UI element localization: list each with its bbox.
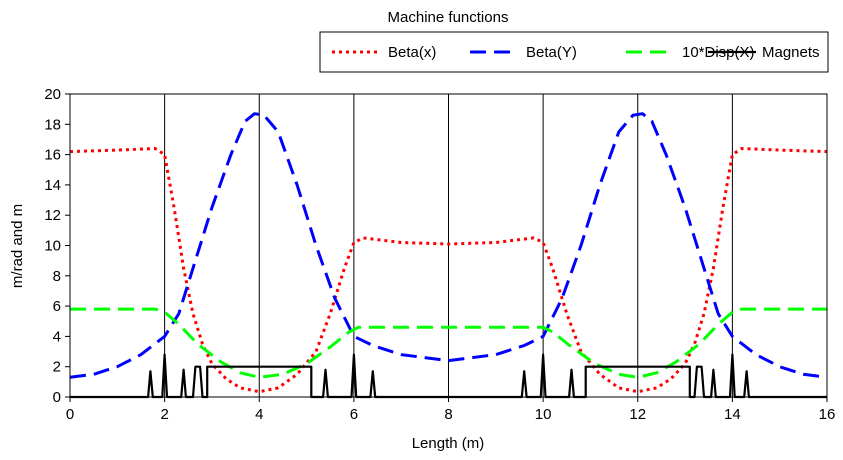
x-axis-label: Length (m) (412, 435, 485, 452)
y-tick-label-6: 12 (44, 207, 61, 224)
legend-label-1: Beta(Y) (526, 44, 577, 61)
y-tick-labels: 0 2 4 6 8 10 12 14 16 18 20 (44, 86, 70, 406)
x-tick-label-5: 10 (535, 406, 552, 423)
series-line-1 (69, 112, 828, 379)
x-tick-label-6: 12 (629, 406, 646, 423)
x-tick-label-1: 2 (160, 406, 168, 423)
legend: Beta(x) Beta(Y) 10*Disp(X) Magnets (319, 31, 829, 73)
y-tick-label-9: 18 (44, 116, 61, 133)
series-line-2 (70, 307, 827, 379)
x-tick-label-7: 14 (724, 406, 741, 423)
y-axis-label: m/rad and m (9, 204, 26, 288)
y-tick-label-10: 20 (44, 86, 61, 103)
y-tick-label-8: 16 (44, 147, 61, 164)
x-tick-labels: 0 2 4 6 8 10 12 14 16 (66, 397, 836, 423)
y-tick-label-5: 10 (44, 238, 61, 255)
y-tick-label-3: 6 (53, 298, 61, 315)
x-tick-label-4: 8 (444, 406, 452, 423)
chart-title: Machine functions (388, 9, 509, 26)
y-tick-label-0: 0 (53, 389, 61, 406)
x-tick-label-8: 16 (819, 406, 836, 423)
y-tick-label-7: 14 (44, 177, 61, 194)
legend-label-3: Magnets (762, 44, 820, 61)
x-tick-label-0: 0 (66, 406, 74, 423)
series-line-0 (69, 147, 828, 394)
y-tick-label-2: 4 (53, 328, 61, 345)
legend-label-0: Beta(x) (388, 44, 436, 61)
y-tick-label-4: 8 (53, 268, 61, 285)
x-tick-label-3: 6 (350, 406, 358, 423)
y-tick-label-1: 2 (53, 359, 61, 376)
x-tick-label-2: 4 (255, 406, 263, 423)
